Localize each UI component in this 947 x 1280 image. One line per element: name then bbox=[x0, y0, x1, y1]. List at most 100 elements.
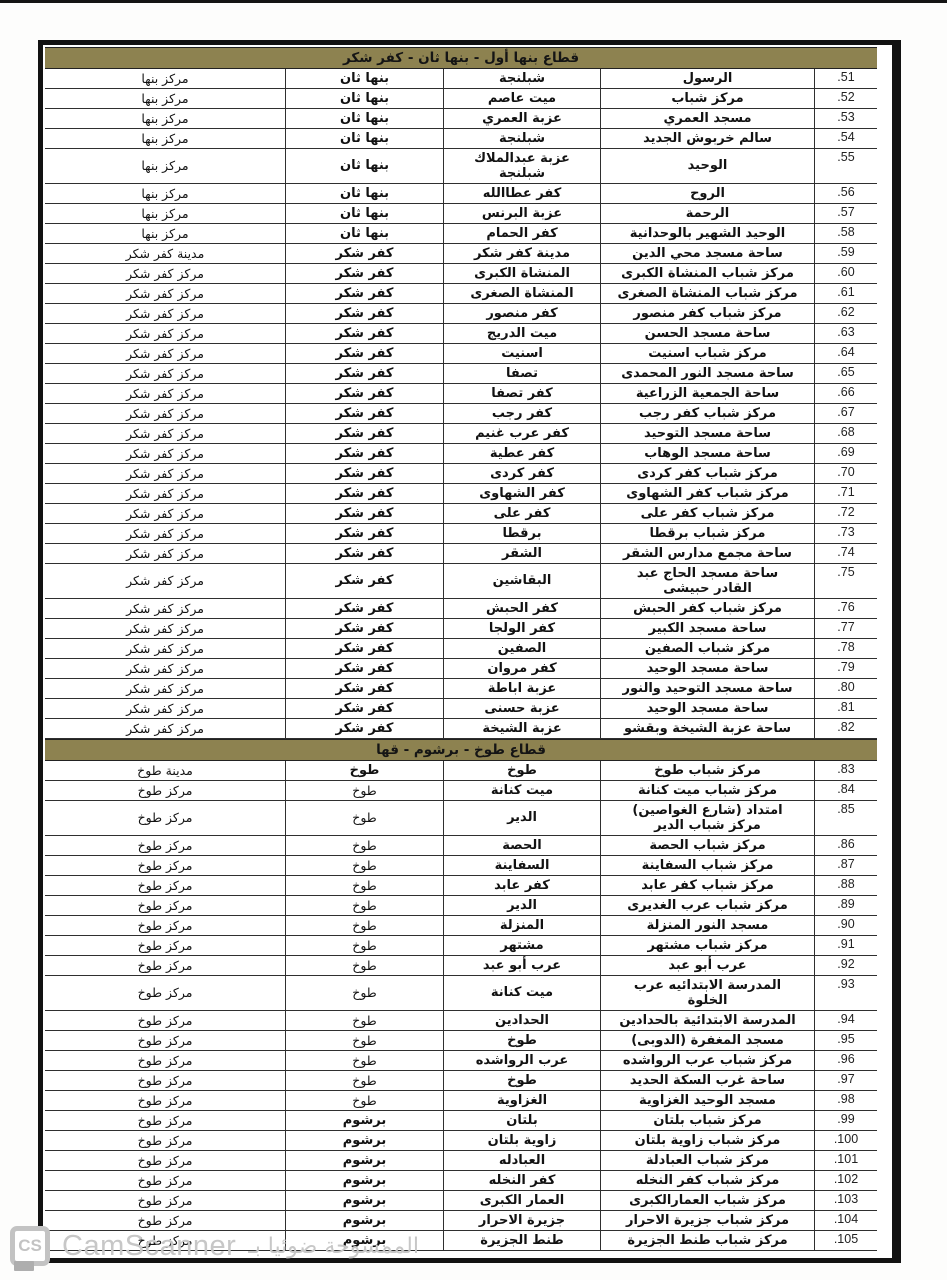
cell-district: برشوم bbox=[285, 1171, 443, 1190]
cell-site-name: ساحة مجمع مدارس الشقر bbox=[600, 544, 814, 563]
document-table: قطاع بنها أول - بنها ثان - كفر شكر .51 الر… bbox=[38, 40, 901, 1263]
cell-village: عرب الرواشده bbox=[443, 1051, 600, 1070]
scan-edge-line bbox=[0, 0, 947, 3]
table-row: .85 امتداد (شارع الغواصين) مركز شباب الدي… bbox=[45, 801, 877, 836]
cell-site-name: ساحة مسجد النور المحمدى bbox=[600, 364, 814, 383]
cell-district: كفر شكر bbox=[285, 699, 443, 718]
cell-serial: .99 bbox=[814, 1111, 877, 1130]
table-row: .89 مركز شباب عرب الغديرى الدير طوخ مركز طوخ bbox=[45, 896, 877, 916]
cell-district: برشوم bbox=[285, 1111, 443, 1130]
cell-center: مركز طوخ bbox=[137, 1152, 193, 1168]
table-row: .74 ساحة مجمع مدارس الشقر الشقر كفر شكر مركز… bbox=[45, 544, 877, 564]
cell-serial: .84 bbox=[814, 781, 877, 800]
table-grid: قطاع بنها أول - بنها ثان - كفر شكر .51 الر… bbox=[45, 47, 877, 1251]
cell-serial: .77 bbox=[814, 619, 877, 638]
cell-village: شبلنجة bbox=[443, 129, 600, 148]
cell-village: كفر تصفا bbox=[443, 384, 600, 403]
cell-district: طوخ bbox=[285, 956, 443, 975]
cell-serial: .101 bbox=[814, 1151, 877, 1170]
cell-village: عزبة حسنى bbox=[443, 699, 600, 718]
table-row: .100 مركز شباب زاوية بلتان زاوية بلتان برشو… bbox=[45, 1131, 877, 1151]
cell-village: عزبة العمري bbox=[443, 109, 600, 128]
cell-site-name: ساحة مسجد التوحيد والنور bbox=[600, 679, 814, 698]
cell-district: طوخ bbox=[285, 976, 443, 1010]
cell-village: طوخ bbox=[443, 1071, 600, 1090]
cell-district: كفر شكر bbox=[285, 304, 443, 323]
cell-district: طوخ bbox=[285, 1071, 443, 1090]
cell-village: تصفا bbox=[443, 364, 600, 383]
cell-center: مركز كفر شكر bbox=[126, 265, 204, 281]
cell-site-name: مركز شباب طنط الجزيرة bbox=[600, 1231, 814, 1250]
cell-district: كفر شكر bbox=[285, 384, 443, 403]
cell-village: كفر عابد bbox=[443, 876, 600, 895]
table-row: .65 ساحة مسجد النور المحمدى تصفا كفر شكر مرك… bbox=[45, 364, 877, 384]
table-row: .97 ساحة غرب السكة الحديد طوخ طوخ مركز طوخ bbox=[45, 1071, 877, 1091]
cell-serial: .67 bbox=[814, 404, 877, 423]
cell-center: مركز طوخ bbox=[137, 897, 193, 913]
cell-site-name: ساحة مسجد الوحيد bbox=[600, 699, 814, 718]
cell-district: كفر شكر bbox=[285, 679, 443, 698]
cell-center: مركز كفر شكر bbox=[126, 600, 204, 616]
table-row: .56 الروح كفر عطاالله بنها ثان مركز بنها bbox=[45, 184, 877, 204]
cell-site-name: مركز شباب كفر الشهاوى bbox=[600, 484, 814, 503]
table-row: .66 ساحة الجمعية الزراعية كفر تصفا كفر شكر م… bbox=[45, 384, 877, 404]
cell-village: كفر النخله bbox=[443, 1171, 600, 1190]
cell-village: الحصة bbox=[443, 836, 600, 855]
cell-district: برشوم bbox=[285, 1131, 443, 1150]
cell-village: الحدادين bbox=[443, 1011, 600, 1030]
cell-site-name: ساحة مسجد الوهاب bbox=[600, 444, 814, 463]
cell-center: مركز كفر شكر bbox=[126, 640, 204, 656]
cell-village: المنزلة bbox=[443, 916, 600, 935]
cell-center: مركز كفر شكر bbox=[126, 720, 204, 736]
cell-site-name: مركز شباب الصفين bbox=[600, 639, 814, 658]
cell-serial: .65 bbox=[814, 364, 877, 383]
table-row: .94 المدرسة الابتدائية بالحدادين الحدادين ط… bbox=[45, 1011, 877, 1031]
cell-site-name: المدرسة الابتدائيه عرب الخلوة bbox=[600, 976, 814, 1010]
cell-village: بلتان bbox=[443, 1111, 600, 1130]
cell-center: مركز كفر شكر bbox=[126, 405, 204, 421]
cell-center: مركز طوخ bbox=[137, 1072, 193, 1088]
cell-district: طوخ bbox=[285, 781, 443, 800]
table-row: .87 مركز شباب السفاينة السفاينة طوخ مركز طوخ bbox=[45, 856, 877, 876]
cell-district: برشوم bbox=[285, 1191, 443, 1210]
table-row: .57 الرحمة عزبة البرنس بنها ثان مركز بنها bbox=[45, 204, 877, 224]
cell-site-name: الوحيد bbox=[600, 149, 814, 183]
cell-village: طوخ bbox=[443, 1031, 600, 1050]
cell-site-name: مركز شباب كفر الحبش bbox=[600, 599, 814, 618]
cell-district: بنها ثان bbox=[285, 129, 443, 148]
cell-district: كفر شكر bbox=[285, 544, 443, 563]
cell-serial: .89 bbox=[814, 896, 877, 915]
cell-serial: .88 bbox=[814, 876, 877, 895]
cell-serial: .92 bbox=[814, 956, 877, 975]
cell-serial: .81 bbox=[814, 699, 877, 718]
cell-center: مركز بنها bbox=[141, 130, 189, 146]
cell-serial: .96 bbox=[814, 1051, 877, 1070]
cell-serial: .74 bbox=[814, 544, 877, 563]
table-row: .99 مركز شباب بلتان بلتان برشوم مركز طوخ bbox=[45, 1111, 877, 1131]
cell-serial: .71 bbox=[814, 484, 877, 503]
table-row: .102 مركز شباب كفر النخله كفر النخله برشوم م… bbox=[45, 1171, 877, 1191]
cell-district: كفر شكر bbox=[285, 264, 443, 283]
table-row: .77 ساحة مسجد الكبير كفر الولجا كفر شكر مركز… bbox=[45, 619, 877, 639]
cell-village: ميت كنانة bbox=[443, 781, 600, 800]
cell-center: مركز طوخ bbox=[137, 957, 193, 973]
cell-district: كفر شكر bbox=[285, 504, 443, 523]
cell-site-name: مركز شباب طوخ bbox=[600, 761, 814, 780]
camscanner-arabic-text: الممسوحة ضوئيا بـ bbox=[248, 1233, 419, 1259]
cell-center: مركز بنها bbox=[141, 185, 189, 201]
cell-center: مركز كفر شكر bbox=[126, 545, 204, 561]
cell-center: مركز طوخ bbox=[137, 1192, 193, 1208]
cell-village: الشقر bbox=[443, 544, 600, 563]
cell-serial: .70 bbox=[814, 464, 877, 483]
cell-village: العبادله bbox=[443, 1151, 600, 1170]
table-row: .95 مسجد المغفرة (الدوبى) طوخ طوخ مركز طوخ bbox=[45, 1031, 877, 1051]
cell-district: كفر شكر bbox=[285, 284, 443, 303]
table-row: .53 مسجد العمري عزبة العمري بنها ثان مركز بن… bbox=[45, 109, 877, 129]
cell-village: كفر كردى bbox=[443, 464, 600, 483]
cell-site-name: الوحيد الشهير بالوحدانية bbox=[600, 224, 814, 243]
cell-site-name: ساحة مسجد الحسن bbox=[600, 324, 814, 343]
cell-center: مركز طوخ bbox=[137, 1052, 193, 1068]
cell-center: مركز كفر شكر bbox=[126, 680, 204, 696]
cell-site-name: مركز شباب كفر رجب bbox=[600, 404, 814, 423]
table-row: .58 الوحيد الشهير بالوحدانية كفر الحمام بنه… bbox=[45, 224, 877, 244]
